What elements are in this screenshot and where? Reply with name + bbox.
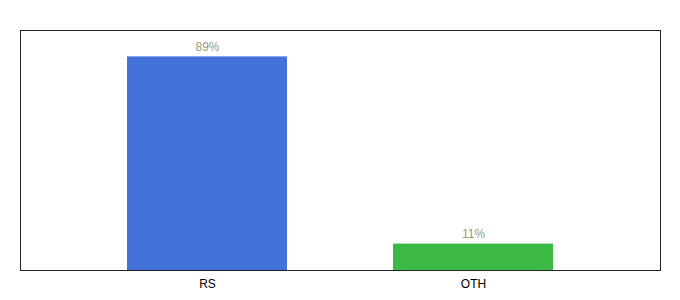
svg-text:OTH: OTH xyxy=(461,277,486,291)
svg-text:11%: 11% xyxy=(462,227,485,241)
svg-text:RS: RS xyxy=(199,277,216,291)
svg-text:89%: 89% xyxy=(195,40,219,54)
